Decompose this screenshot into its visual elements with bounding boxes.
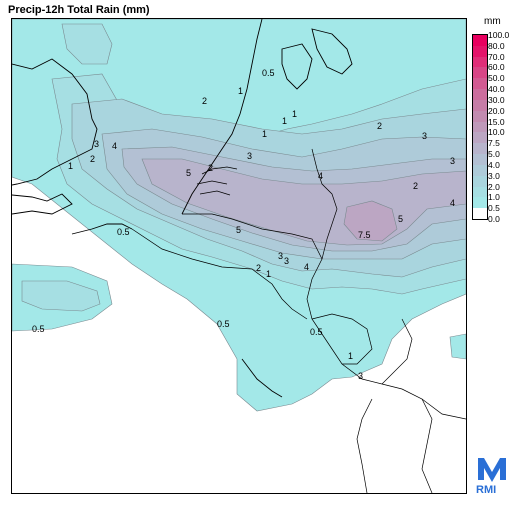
legend-swatch (473, 67, 487, 79)
legend-label: 100.0 (488, 30, 510, 40)
contour-label: 0.5 (217, 319, 230, 329)
contour-label: 3 (450, 156, 455, 166)
contour-label: 3 (358, 371, 363, 381)
legend-swatch (473, 208, 487, 220)
legend-swatch (473, 121, 487, 133)
waterways (196, 166, 238, 196)
legend-swatch (473, 89, 487, 100)
contour-label: 3 (94, 139, 99, 149)
legend-swatch (473, 143, 487, 155)
contour-label: 1 (282, 116, 287, 126)
contour-label: 5 (186, 168, 191, 178)
legend-swatch (473, 56, 487, 68)
legend-color-bar (472, 34, 488, 220)
contour-label: 0.5 (32, 324, 45, 334)
legend-swatch (473, 154, 487, 165)
contour-label: 4 (304, 262, 309, 272)
legend-swatch (473, 35, 487, 46)
legend-label: 70.0 (488, 51, 505, 62)
contour-label: 0.5 (262, 68, 275, 78)
rain-patch-east (449, 333, 466, 360)
legend-unit: mm (484, 16, 501, 27)
contour-label: 2 (90, 154, 95, 164)
contour-label: 4 (112, 141, 117, 151)
rain-area-7.5 (343, 200, 398, 242)
contour-label: 3 (247, 151, 252, 161)
legend-label: 40.0 (488, 84, 505, 95)
legend-swatch (473, 45, 487, 57)
contour-label: 3 (284, 256, 289, 266)
legend-swatch (473, 197, 487, 209)
contour-label: 4 (450, 198, 455, 208)
map-title: Precip-12h Total Rain (mm) (8, 4, 150, 16)
contour-label: 5 (398, 214, 403, 224)
legend-swatch (473, 164, 487, 176)
legend-label: 7.5 (488, 138, 500, 149)
legend-label: 60.0 (488, 62, 505, 73)
contour-label: 0.5 (117, 227, 130, 237)
rmi-logo-icon (478, 458, 506, 482)
legend-label: 80.0 (488, 40, 505, 51)
contour-label: 4 (318, 171, 323, 181)
legend-label: 5.0 (488, 149, 500, 160)
contour-label: 1 (68, 161, 73, 171)
legend-label: 15.0 (488, 116, 505, 127)
contour-label: 1 (348, 351, 353, 361)
contour-label: 1 (266, 269, 271, 279)
contour-label: 1 (262, 129, 267, 139)
legend-swatch (473, 186, 487, 198)
precipitation-map: 0.5 2 1 2 3 1 3 4 5 3 4 5 7.5 2 3 1 2 3 … (11, 18, 467, 494)
legend-swatch (473, 175, 487, 187)
contour-label: 3 (278, 251, 283, 261)
legend-swatch (473, 78, 487, 90)
legend-swatch (473, 99, 487, 111)
legend-label: 10.0 (488, 127, 505, 138)
legend-label: 0.0 (488, 214, 500, 224)
contour-label: 3 (422, 131, 427, 141)
contour-label: 0.5 (310, 327, 323, 337)
legend-label: 0.5 (488, 203, 500, 214)
legend-label: 20.0 (488, 105, 505, 116)
contour-label: 7.5 (358, 230, 371, 240)
contour-label: 5 (236, 225, 241, 235)
contour-label: 2 (202, 96, 207, 106)
legend-swatch (473, 132, 487, 144)
legend-label: 1.0 (488, 192, 500, 203)
legend-label: 30.0 (488, 94, 505, 105)
legend-labels: 100.0 80.0 70.0 60.0 50.0 40.0 30.0 20.0 15.0 10.… (488, 30, 516, 224)
rain-patch-1-west (21, 280, 101, 312)
coastlines (12, 19, 353, 398)
contour-label: 1 (292, 109, 297, 119)
legend-label: 50.0 (488, 73, 505, 84)
map-svg: 0.5 2 1 2 3 1 3 4 5 3 4 5 7.5 2 3 1 2 3 … (12, 19, 466, 493)
rain-patch-1-top (61, 23, 113, 65)
legend-label: 4.0 (488, 159, 500, 170)
legend-label: 2.0 (488, 181, 500, 192)
contour-label: 2 (256, 263, 261, 273)
country-borders (131, 148, 466, 493)
legend-swatch (473, 110, 487, 122)
legend-label: 3.0 (488, 170, 500, 181)
contour-label: 2 (377, 121, 382, 131)
contour-label: 2 (413, 181, 418, 191)
rmi-logo-text: RMI (476, 484, 497, 496)
contour-label: 1 (238, 86, 243, 96)
contour-label: 2 (208, 163, 213, 173)
